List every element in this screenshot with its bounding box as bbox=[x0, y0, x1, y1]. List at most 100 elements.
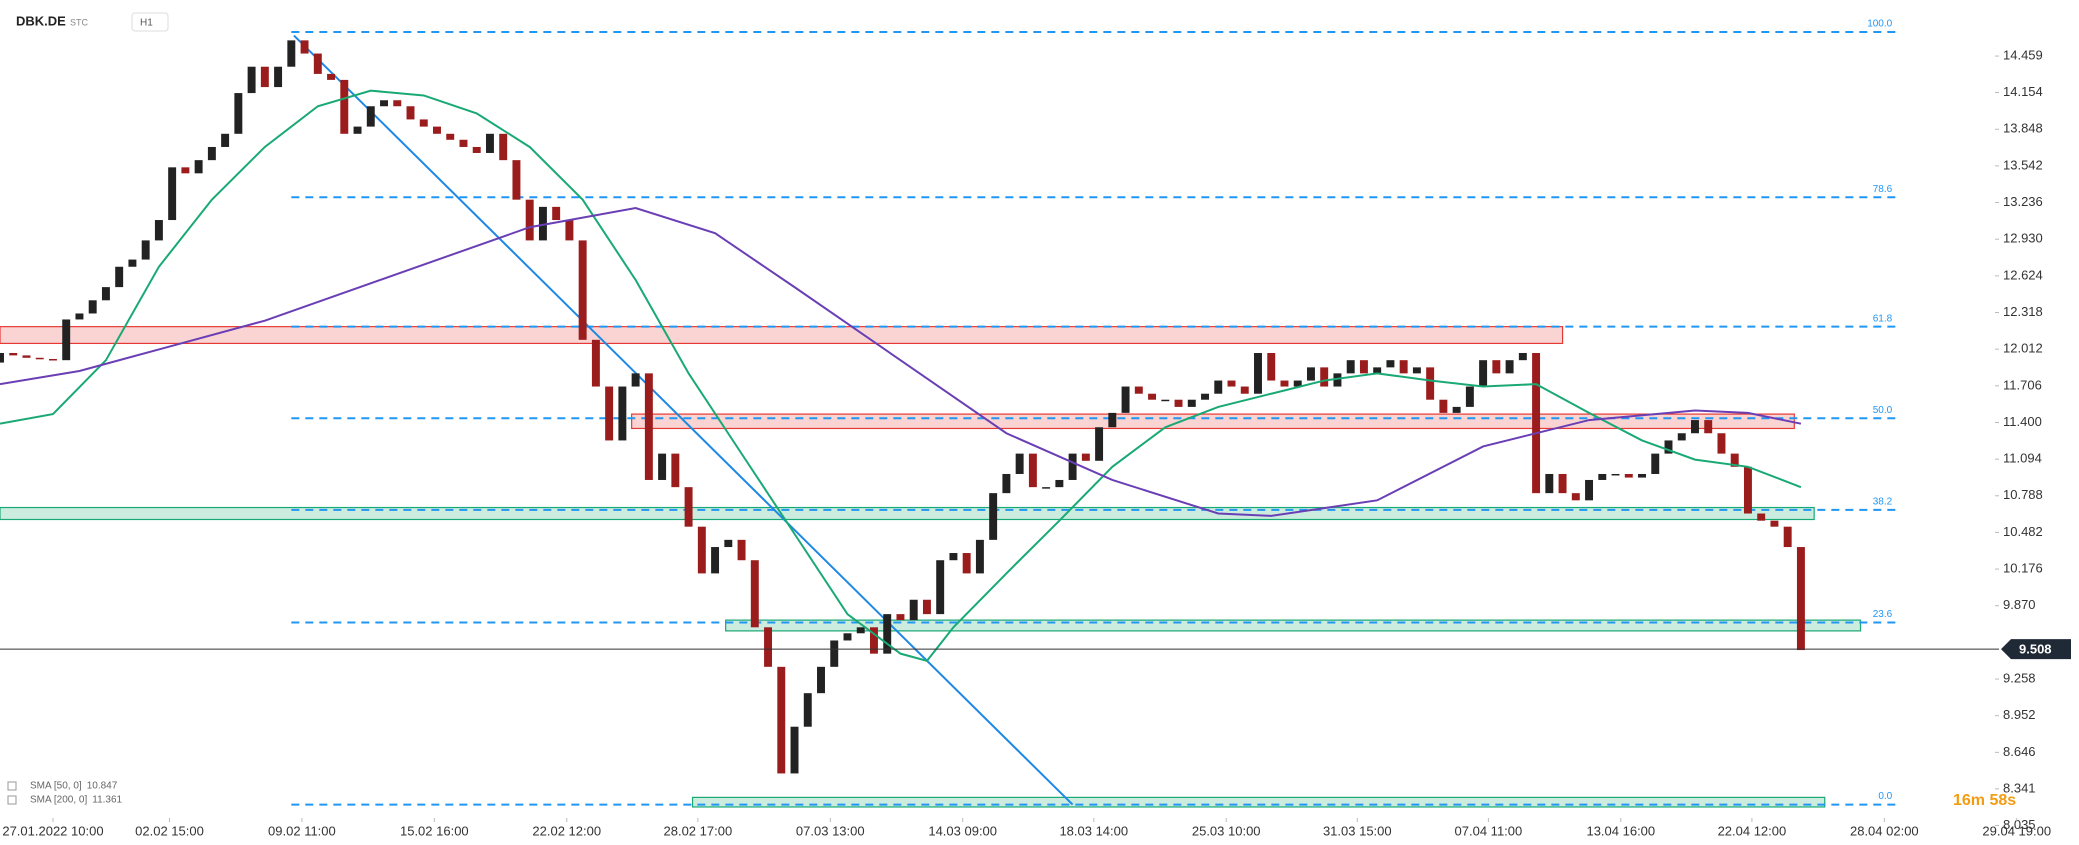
candle bbox=[1108, 412, 1117, 428]
fib-label: 38.2 bbox=[1873, 497, 1893, 508]
candle bbox=[0, 352, 4, 363]
candle bbox=[565, 220, 574, 241]
candles-layer bbox=[0, 40, 1805, 774]
zones-layer bbox=[0, 326, 1862, 808]
candle bbox=[989, 493, 998, 540]
axes-layer: 9.508 14.459 14.154 13.848 13.542 13.236 12.93… bbox=[2, 47, 2071, 838]
candle bbox=[1412, 367, 1421, 374]
candle bbox=[1704, 420, 1713, 434]
y-tick-label: 14.154 bbox=[2003, 84, 2043, 99]
y-tick-label: 9.258 bbox=[2003, 670, 2036, 685]
y-tick-label: 12.624 bbox=[2003, 267, 2043, 282]
x-tick-label: 18.03 14:00 bbox=[1059, 823, 1128, 838]
candle bbox=[1571, 493, 1580, 501]
candle bbox=[1320, 367, 1329, 387]
candle bbox=[922, 599, 931, 615]
exchange: STC bbox=[70, 17, 89, 27]
candle bbox=[274, 66, 283, 88]
candle bbox=[234, 93, 243, 134]
candle bbox=[1624, 473, 1633, 478]
fib-label: 100.0 bbox=[1867, 19, 1892, 30]
candle bbox=[1214, 380, 1223, 394]
candle bbox=[936, 560, 945, 615]
candle bbox=[1492, 360, 1501, 374]
zone bbox=[0, 326, 1564, 345]
sma-line bbox=[0, 89, 1802, 662]
timeframe-box[interactable] bbox=[131, 12, 169, 32]
fib-label: 78.6 bbox=[1873, 184, 1893, 195]
candle bbox=[764, 627, 773, 667]
candle bbox=[260, 66, 269, 88]
candle bbox=[644, 373, 653, 480]
candle bbox=[340, 79, 349, 134]
candle bbox=[1333, 373, 1342, 387]
candle bbox=[287, 40, 296, 67]
candle bbox=[141, 240, 150, 260]
x-tick-label: 07.03 13:00 bbox=[796, 823, 865, 838]
candle bbox=[35, 357, 44, 360]
candle bbox=[1227, 380, 1236, 387]
candle bbox=[1002, 473, 1011, 494]
x-tick-label: 09.02 11:00 bbox=[268, 823, 336, 838]
candle bbox=[1743, 466, 1752, 514]
candle bbox=[22, 355, 31, 358]
last-price-label: 9.508 bbox=[2019, 642, 2052, 657]
candle bbox=[48, 358, 57, 361]
y-tick-label: 10.482 bbox=[2003, 524, 2043, 539]
y-tick-label: 12.318 bbox=[2003, 304, 2043, 319]
candle bbox=[830, 640, 839, 667]
x-tick-label: 15.02 16:00 bbox=[400, 823, 469, 838]
bar-timer: 16m 58s bbox=[1953, 792, 2016, 809]
candle bbox=[1187, 399, 1196, 407]
candle bbox=[1373, 367, 1382, 374]
candle bbox=[1240, 386, 1249, 394]
candle bbox=[88, 300, 97, 314]
candle bbox=[1479, 360, 1488, 387]
y-tick-label: 11.094 bbox=[2003, 451, 2042, 466]
candle bbox=[1134, 386, 1143, 394]
candle bbox=[724, 539, 733, 548]
candle bbox=[856, 627, 865, 634]
fib-layer: 100.0 78.6 61.8 50.0 38.2 23.6 0.0 bbox=[291, 19, 1901, 806]
candle bbox=[1611, 473, 1620, 476]
y-tick-label: 13.542 bbox=[2003, 157, 2043, 172]
candle bbox=[247, 66, 256, 94]
candle bbox=[1095, 427, 1104, 461]
candle bbox=[472, 146, 481, 153]
x-tick-label: 27.01.2022 10:00 bbox=[2, 823, 103, 838]
legend-name: SMA [50, 0] bbox=[30, 781, 82, 792]
candle bbox=[658, 453, 667, 480]
candle bbox=[1161, 399, 1170, 402]
candle bbox=[962, 553, 971, 574]
y-tick-label: 11.400 bbox=[2003, 414, 2042, 429]
candle bbox=[1399, 360, 1408, 374]
legend-icon bbox=[7, 795, 17, 805]
candle bbox=[552, 206, 561, 221]
candle bbox=[803, 693, 812, 727]
legend-value: 10.847 bbox=[87, 781, 118, 792]
y-tick-label: 14.459 bbox=[2003, 47, 2043, 62]
zone bbox=[631, 413, 1795, 430]
candle bbox=[1730, 453, 1739, 467]
candle bbox=[9, 352, 18, 356]
candle bbox=[909, 599, 918, 621]
x-tick-label: 28.04 02:00 bbox=[1850, 823, 1919, 838]
candle bbox=[1055, 479, 1064, 488]
candle bbox=[671, 453, 680, 488]
fib-label: 61.8 bbox=[1873, 313, 1893, 324]
y-tick-label: 12.930 bbox=[2003, 231, 2043, 246]
candle bbox=[1518, 352, 1527, 361]
lines-layer bbox=[0, 89, 1999, 662]
candle bbox=[221, 133, 230, 147]
timeframe[interactable]: H1 bbox=[140, 18, 153, 29]
legend-icon bbox=[7, 781, 17, 791]
candle bbox=[631, 373, 640, 387]
candle bbox=[128, 259, 137, 267]
candle bbox=[1651, 453, 1660, 474]
candle bbox=[380, 100, 388, 107]
sma-line bbox=[0, 207, 1802, 517]
y-tick-label: 8.035 bbox=[2003, 817, 2036, 832]
candle bbox=[1254, 352, 1262, 394]
candle bbox=[1717, 433, 1726, 454]
